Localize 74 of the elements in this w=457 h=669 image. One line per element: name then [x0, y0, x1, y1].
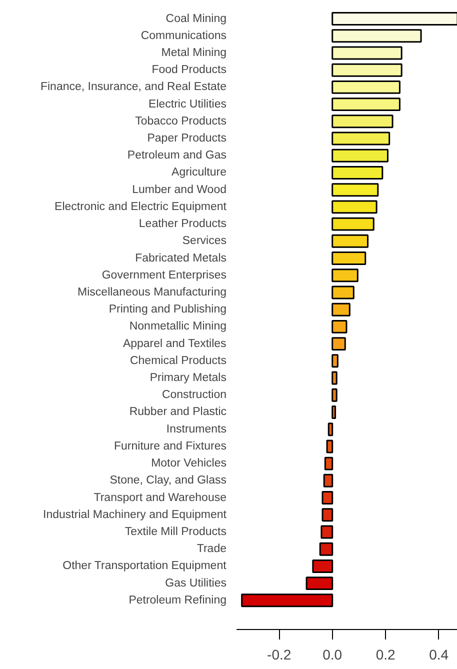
bar: [322, 491, 334, 505]
y-tick-label: Construction: [162, 389, 227, 402]
y-tick-label: Motor Vehicles: [151, 458, 227, 470]
y-tick-label: Metal Mining: [161, 46, 227, 59]
bar: [322, 508, 334, 522]
y-tick-label: Industrial Machinery and Equipment: [43, 508, 228, 521]
bar: [326, 440, 334, 454]
y-tick-label: Furniture and Fixtures: [114, 440, 227, 452]
y-tick-label: Printing and Publishing: [108, 304, 227, 316]
bar: [320, 525, 334, 539]
bar: [332, 183, 379, 197]
y-tick-label: Finance, Insurance, and Real Estate: [40, 81, 227, 94]
bar: [312, 559, 334, 573]
bar: [332, 114, 394, 128]
y-tick-label: Tobacco Products: [135, 115, 227, 128]
y-tick-label: Chemical Products: [130, 354, 227, 367]
bar: [332, 80, 400, 94]
bar: [332, 252, 366, 266]
y-tick-label: Other Transportation Equipment: [62, 560, 228, 572]
y-tick-label: Nonmetallic Mining: [129, 320, 227, 333]
y-tick-label: Electric Utilities: [148, 98, 227, 110]
y-tick-label: Petroleum Refining: [128, 594, 227, 606]
y-tick-label: Instruments: [166, 423, 227, 436]
x-tick-label: -0.2: [267, 646, 292, 662]
bar: [332, 200, 378, 214]
y-tick-label: Stone, Clay, and Glass: [110, 474, 227, 487]
bar: [332, 337, 346, 351]
bar: [332, 29, 422, 43]
y-tick-label: Communications: [140, 30, 227, 42]
bar: [332, 217, 374, 231]
bar: [332, 98, 400, 112]
bar: [332, 234, 369, 248]
bar: [319, 542, 334, 556]
y-tick-label: Paper Products: [147, 132, 227, 145]
bar: [306, 576, 334, 590]
bar: [332, 132, 390, 146]
bar: [332, 268, 358, 282]
bar: [241, 594, 334, 608]
bar: [332, 320, 348, 334]
y-tick-label: Transport and Warehouse: [94, 492, 227, 504]
bar: [332, 406, 336, 419]
bar: [332, 354, 338, 368]
bar: [332, 46, 402, 60]
y-tick-label: Gas Utilities: [165, 577, 227, 590]
bar: [332, 371, 338, 385]
bar: [328, 422, 334, 436]
y-tick-label: Petroleum and Gas: [127, 150, 227, 162]
y-tick-label: Lumber and Wood: [132, 184, 227, 196]
y-tick-label: Miscellaneous Manufacturing: [78, 286, 227, 298]
y-tick-label: Coal Mining: [166, 12, 227, 25]
y-tick-label: Apparel and Textiles: [122, 338, 227, 350]
y-tick-label: Primary Metals: [150, 372, 227, 384]
y-tick-label: Leather Products: [138, 218, 227, 230]
bar: [324, 456, 334, 470]
y-tick-label: Electronic and Electric Equipment: [54, 200, 228, 213]
bar: [332, 63, 402, 77]
x-tick-label: 0.2: [376, 646, 396, 662]
bar: [332, 12, 457, 26]
y-tick-label: Government Enterprises: [102, 269, 227, 282]
bar: [323, 474, 334, 488]
y-tick-label: Textile Mill Products: [124, 526, 227, 538]
bar: [332, 286, 354, 300]
x-tick-label: 0.4: [429, 646, 449, 662]
bar: [332, 302, 350, 316]
y-tick-label: Food Products: [152, 64, 227, 76]
y-tick-label: Fabricated Metals: [135, 252, 227, 264]
bar: [332, 388, 338, 402]
bar: [332, 166, 384, 180]
y-tick-label: Agriculture: [172, 166, 226, 179]
x-tick-label: 0.0: [322, 646, 342, 662]
y-tick-label: Services: [182, 235, 227, 248]
y-tick-label: Rubber and Plastic: [129, 406, 227, 418]
y-tick-label: Trade: [196, 543, 227, 556]
bar: [332, 148, 388, 162]
